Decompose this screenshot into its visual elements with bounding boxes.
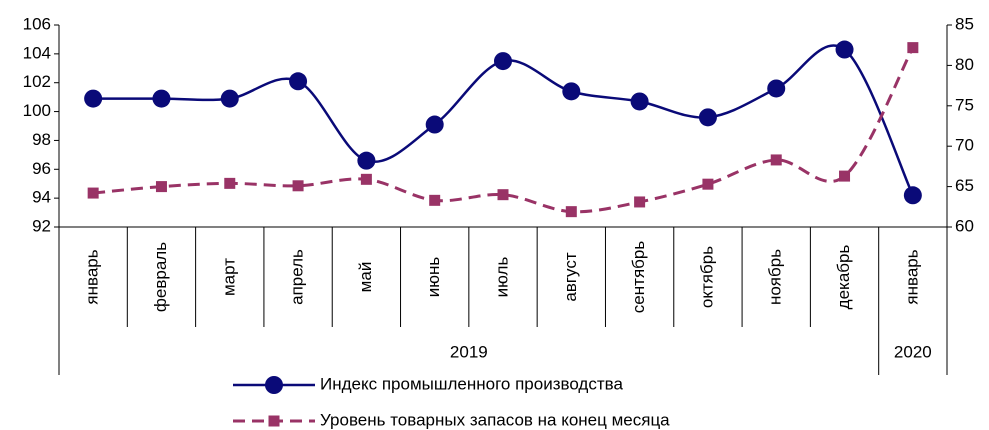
x-group-label: 2019 (450, 342, 488, 361)
x-group-label: 2020 (894, 342, 932, 361)
legend-label: Уровень товарных запасов на конец месяца (320, 410, 670, 429)
marker (839, 170, 851, 182)
y2-tick-label: 85 (955, 14, 974, 33)
y2-tick-label: 60 (955, 216, 974, 235)
legend-marker (265, 376, 283, 394)
marker (835, 40, 854, 59)
x-tick-label: март (219, 258, 238, 296)
y-tick-label: 96 (32, 159, 51, 178)
y2-tick-label: 80 (955, 55, 974, 74)
marker (630, 92, 649, 111)
y2-tick-label: 65 (955, 176, 974, 195)
marker (429, 194, 441, 206)
x-tick-label: январь (902, 249, 921, 304)
marker (698, 108, 717, 127)
marker (903, 186, 922, 205)
marker (907, 42, 919, 54)
marker (155, 181, 167, 193)
x-tick-label: апрель (288, 249, 307, 305)
legend-item: Индекс промышленного производства (233, 374, 623, 394)
y-tick-label: 92 (32, 216, 51, 235)
x-tick-label: декабрь (834, 245, 853, 310)
marker (152, 89, 171, 108)
marker (565, 206, 577, 218)
y-tick-label: 104 (23, 43, 51, 62)
x-tick-label: июль (492, 257, 511, 298)
marker (292, 180, 304, 192)
x-tick-label: сентябрь (629, 241, 648, 314)
x-tick-label: февраль (151, 242, 170, 312)
marker (84, 89, 103, 108)
y2-tick-label: 75 (955, 95, 974, 114)
marker (220, 89, 239, 108)
marker (360, 173, 372, 185)
marker (87, 187, 99, 199)
x-tick-label: ноябрь (766, 249, 785, 305)
marker (497, 189, 509, 201)
marker (425, 115, 444, 134)
x-tick-label: май (356, 262, 375, 293)
y-tick-label: 102 (23, 72, 51, 91)
legend-marker (268, 415, 280, 427)
marker (357, 151, 376, 170)
marker (767, 79, 786, 98)
marker (770, 154, 782, 166)
x-tick-label: январь (83, 249, 102, 304)
x-tick-label: октябрь (697, 246, 716, 308)
legend-label: Индекс промышленного производства (320, 374, 623, 393)
x-tick-label: август (561, 252, 580, 301)
marker (494, 52, 512, 71)
y-tick-label: 94 (32, 188, 51, 207)
y-tick-label: 98 (32, 130, 51, 149)
marker (562, 82, 581, 101)
y2-tick-label: 70 (955, 136, 974, 155)
y-tick-label: 100 (23, 101, 51, 120)
y-tick-label: 106 (23, 14, 51, 33)
series-line (93, 46, 915, 214)
marker (634, 196, 646, 208)
marker (289, 72, 308, 91)
x-tick-label: июнь (424, 257, 443, 298)
legend-item: Уровень товарных запасов на конец месяца (233, 410, 670, 429)
marker (224, 177, 236, 189)
marker (702, 178, 714, 190)
